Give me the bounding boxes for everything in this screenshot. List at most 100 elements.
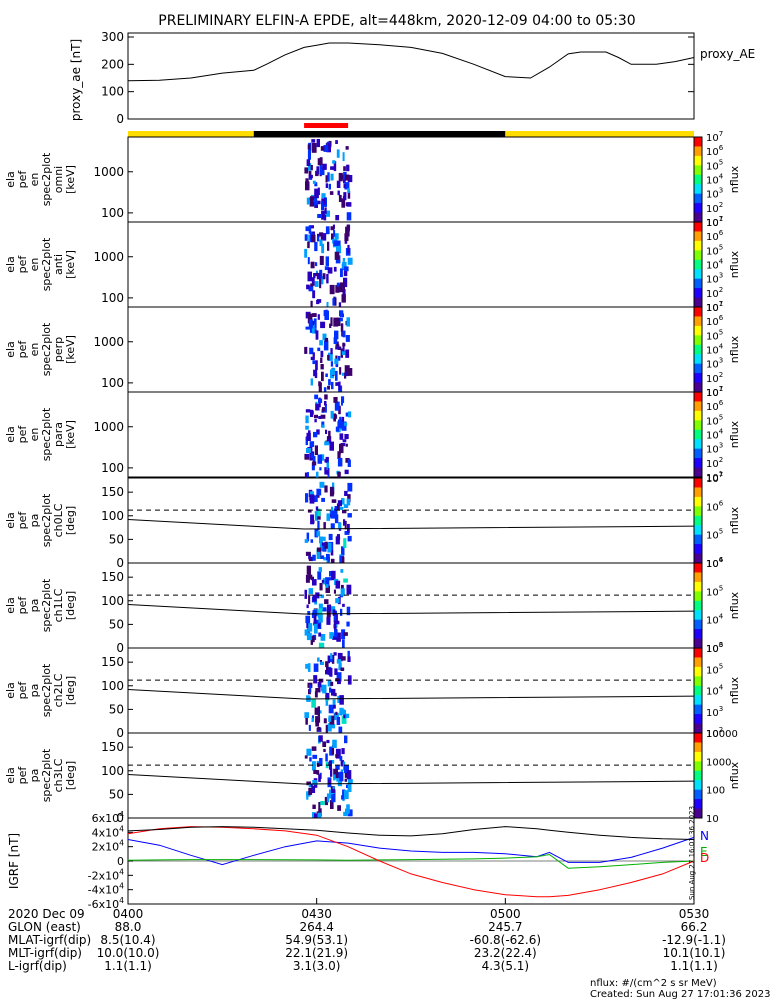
ylabel-line: ela (4, 341, 17, 358)
spectrogram-cell (308, 176, 313, 180)
colorbar-tick-label: 102 (706, 286, 723, 300)
spectrogram-cell (309, 783, 313, 788)
spectrogram-cell (311, 636, 315, 643)
spectrogram-cell (342, 152, 345, 162)
ylabel-line: [deg] (64, 591, 77, 620)
spectrogram-cell (308, 171, 312, 177)
colorbar-tick-label: 107 (706, 300, 723, 314)
colorbar-segment (694, 534, 702, 545)
igrf-legend-n: N (700, 829, 709, 843)
spectrogram-cell (305, 415, 309, 424)
spectrogram-cell (333, 317, 339, 327)
spectrogram-cell (320, 364, 324, 370)
spectrogram-cell (339, 433, 344, 440)
spectrogram-cell (318, 603, 323, 611)
spectrogram-cell (337, 240, 341, 249)
spectrogram-cell (320, 634, 326, 641)
spectrogram-cell (313, 663, 319, 672)
spectrogram-cell (343, 538, 347, 548)
spectrogram-cell (309, 225, 314, 229)
colorbar-tick-label: 102 (706, 371, 723, 385)
spectrogram-cell (343, 267, 348, 277)
spectrogram-cell (319, 555, 325, 559)
spectrogram-cell (311, 612, 314, 618)
spectrogram-cell (334, 668, 338, 675)
colorbar-zlabel: nflux (728, 591, 741, 619)
colorbar-segment (694, 496, 702, 507)
spectrogram-cell (335, 765, 340, 770)
igrf-ytick-label: -4x104 (88, 882, 124, 897)
ylabel-line: pa (28, 599, 41, 613)
spectrogram-cell (308, 430, 311, 434)
spectrogram-cell (307, 663, 311, 672)
spectrogram-cell (312, 290, 316, 299)
spectrogram-cell (330, 550, 334, 556)
spectrogram-cell (332, 739, 337, 748)
spectrogram-cell (342, 342, 345, 352)
spectrogram-cell (309, 347, 314, 355)
spectrogram-cell (328, 577, 332, 581)
spectrogram-cell (334, 712, 339, 718)
spectrogram-cell (343, 632, 348, 636)
colorbar-segment (694, 657, 702, 668)
spectrogram-cell (333, 297, 337, 306)
spectrogram-cell (325, 724, 328, 734)
spectrogram-cell (309, 494, 315, 504)
spectrogram-cell (328, 717, 331, 722)
spectrogram-cell (320, 235, 324, 241)
colorbar-tick-label: 103 (706, 187, 723, 201)
ephemeris-value: 88.0 (115, 920, 142, 934)
spectrogram-cell (331, 499, 337, 503)
spectrogram-cell (314, 623, 318, 634)
spectrogram-cell (327, 354, 330, 361)
spectrogram-cell (331, 632, 336, 638)
ephemeris-value: 245.7 (488, 920, 522, 934)
spectrogram-cell (333, 589, 336, 594)
ylabel-line: ch3LC (52, 758, 65, 792)
spectrogram-cell (337, 355, 341, 361)
colorbar-segment (694, 316, 702, 327)
spectrogram-cell (339, 506, 344, 510)
ylabel-line: ela (4, 426, 17, 443)
proxy-ae-ytick-label: 100 (101, 85, 124, 99)
spectrogram-cell (306, 448, 311, 453)
spectrogram-cell (328, 533, 333, 541)
spectrogram-cell (340, 760, 344, 767)
spectrogram-cell (311, 139, 316, 143)
spectrogram-cell (318, 398, 323, 403)
spectrogram-cell (310, 283, 314, 287)
ylabel-line: pa (28, 514, 41, 528)
colorbar-segment (694, 780, 702, 791)
vertical-timestamp: Sun Aug 27 16:01:36 2023 (688, 806, 696, 900)
colorbar-segment (694, 714, 702, 725)
spectrogram-cell (336, 672, 342, 682)
spectrogram-cell (321, 542, 327, 546)
spectrogram-cell (305, 326, 311, 330)
spectrogram-cell (327, 267, 333, 274)
spectrogram-cell (333, 715, 337, 721)
colorbar-segment (694, 648, 702, 658)
spectrogram-cell (344, 233, 349, 241)
spectrogram-cell (320, 536, 326, 541)
colorbar-segment (694, 610, 702, 621)
ytick-label: 100 (101, 461, 124, 475)
spectrogram-cell (322, 684, 327, 694)
colorbar-zlabel: nflux (728, 335, 741, 363)
spectrogram-cell (321, 579, 325, 583)
spectrogram-cell (326, 274, 329, 284)
spectrogram-cell (325, 226, 330, 235)
spectrogram-cell (342, 603, 345, 607)
ytick-label: 150 (101, 655, 124, 669)
colorbar-frame (693, 391, 703, 478)
igrf-series-total (127, 826, 695, 840)
ytick-label: 1000 (93, 420, 124, 434)
spectrogram-cell (331, 570, 336, 581)
colorbar-tick-label: 104 (706, 613, 724, 627)
spectrogram-cell (337, 451, 341, 459)
spectrogram-cell (348, 411, 352, 418)
spectrogram-cell (317, 571, 322, 580)
